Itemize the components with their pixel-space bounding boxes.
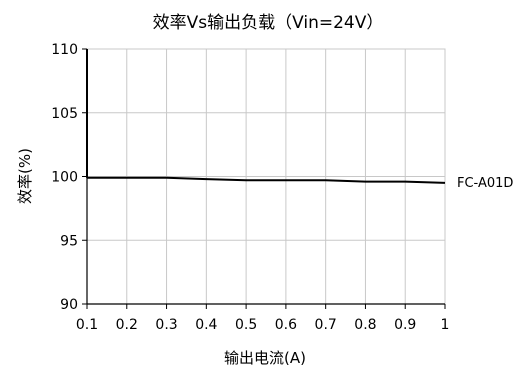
y-tick-labels: 90 95 100 105 110 bbox=[51, 42, 78, 313]
series-layer bbox=[86, 49, 446, 184]
y-axis-label-group: 效率(%) bbox=[16, 148, 34, 204]
x-tick-label: 1 bbox=[441, 317, 450, 333]
series-line-fc-a01d bbox=[87, 176, 446, 184]
axes bbox=[82, 48, 446, 309]
x-tick-label: 0.6 bbox=[275, 317, 297, 333]
y-axis-label: 效率(%) bbox=[16, 148, 34, 204]
y-tick-label: 90 bbox=[60, 297, 78, 313]
x-axis-label: 输出电流(A) bbox=[224, 349, 306, 367]
x-tick-label: 0.1 bbox=[76, 317, 98, 333]
x-tick-label: 0.3 bbox=[155, 317, 177, 333]
x-tick-label: 0.4 bbox=[195, 317, 217, 333]
x-tick-label: 0.9 bbox=[394, 317, 416, 333]
y-tick-label: 100 bbox=[51, 170, 78, 186]
y-tick-label: 105 bbox=[51, 106, 78, 122]
grid bbox=[86, 48, 446, 305]
x-tick-label: 0.7 bbox=[315, 317, 337, 333]
series-label-fc-a01d: FC-A01D bbox=[457, 176, 513, 191]
x-tick-label: 0.8 bbox=[354, 317, 376, 333]
y-tick-label: 95 bbox=[60, 233, 78, 249]
x-tick-labels: 0.1 0.2 0.3 0.4 0.5 0.6 0.7 0.8 0.9 1 bbox=[76, 317, 450, 333]
x-tick-label: 0.5 bbox=[235, 317, 257, 333]
x-tick-label: 0.2 bbox=[116, 317, 138, 333]
chart-title: 效率Vs输出负载（Vin=24V） bbox=[153, 13, 384, 33]
y-tick-label: 110 bbox=[51, 42, 78, 58]
